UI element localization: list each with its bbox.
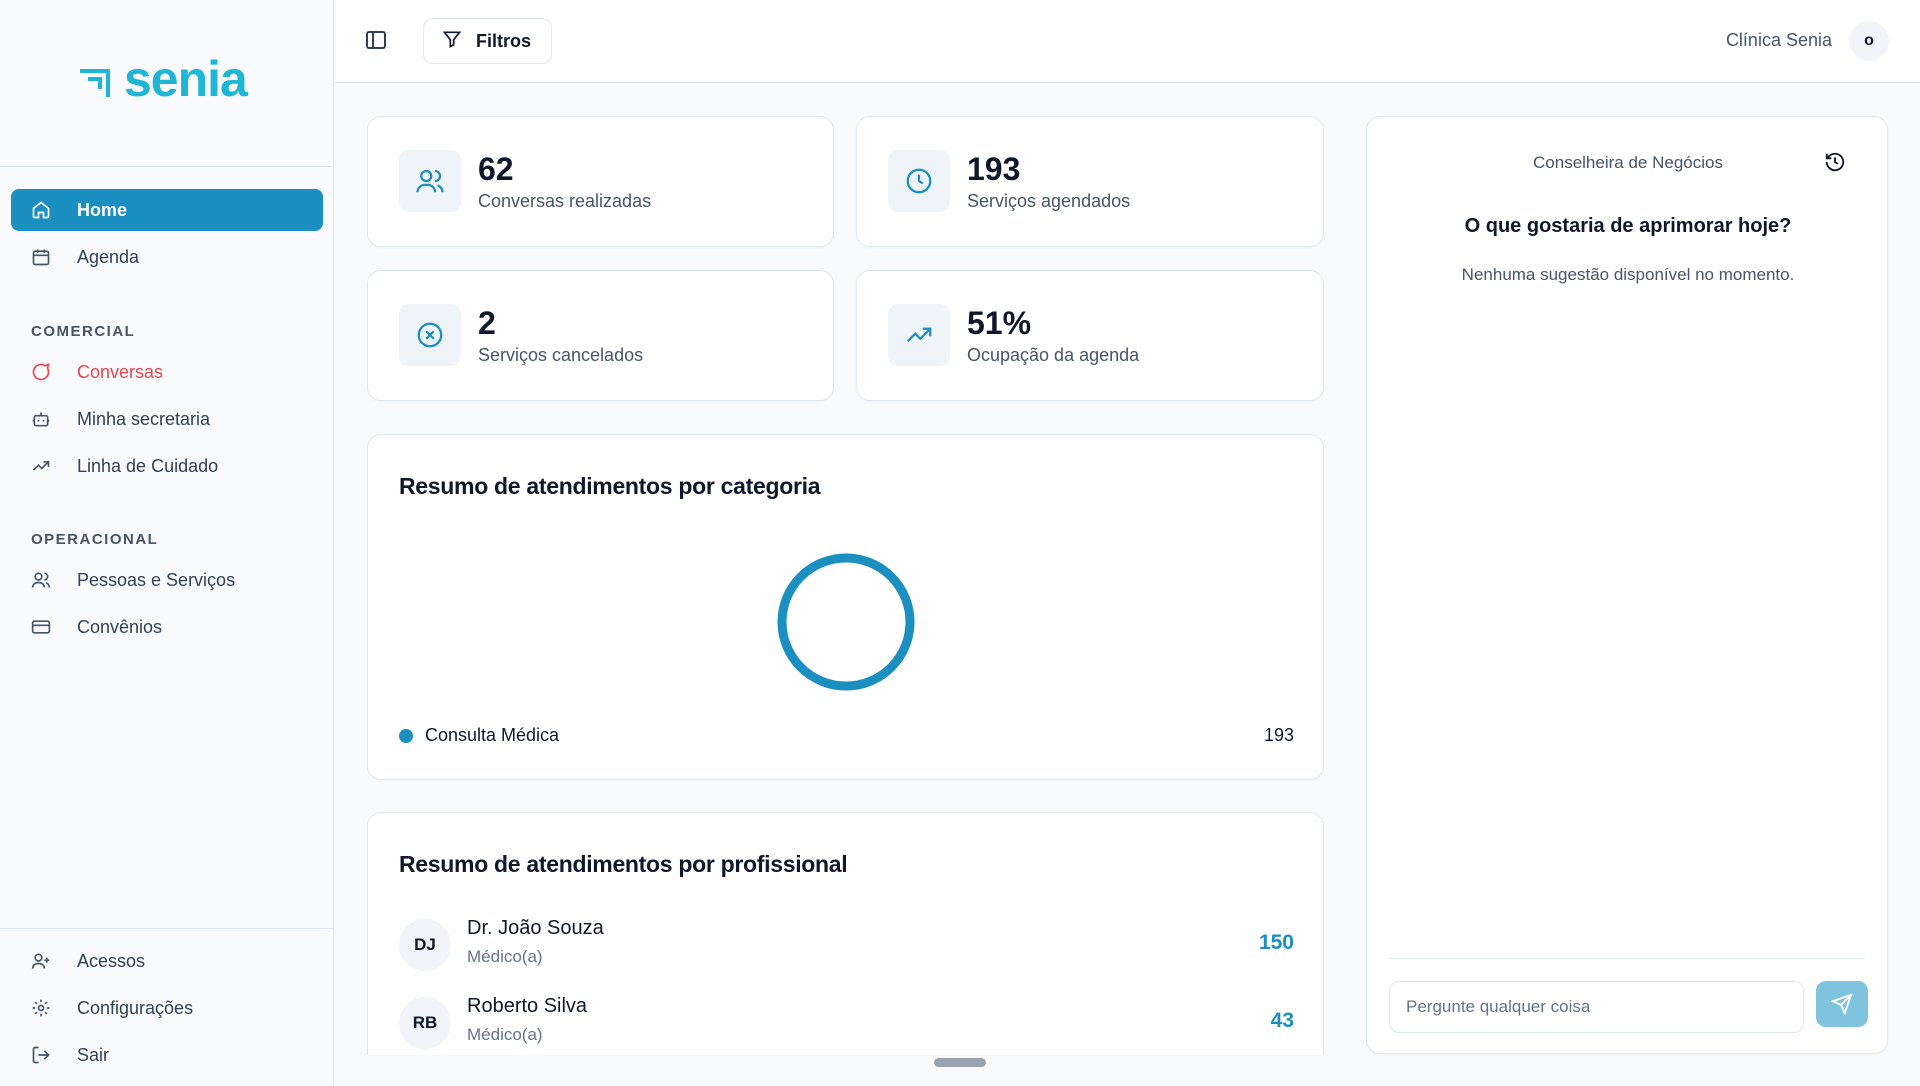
stat-card-conversas: 62 Conversas realizadas [367, 116, 834, 247]
advisor-title: Conselheira de Negócios [1533, 153, 1723, 172]
filter-icon [442, 29, 462, 54]
senia-logo[interactable]: senia [78, 50, 248, 108]
sidebar-item-label: Conversas [77, 361, 164, 382]
sidebar-item-label: Agenda [77, 246, 140, 267]
filters-button[interactable]: Filtros [423, 18, 552, 64]
scroll-fade [335, 1055, 1355, 1086]
gear-icon [31, 998, 51, 1018]
logout-icon [31, 1045, 51, 1065]
sidebar-item-linha-de-cuidado[interactable]: Linha de Cuidado [11, 445, 323, 487]
sidebar-item-label: Convênios [77, 616, 163, 637]
professional-summary-title: Resumo de atendimentos por profissional [399, 851, 848, 877]
avatar: DJ [399, 919, 451, 971]
user-avatar[interactable]: o [1849, 21, 1889, 61]
sidebar-item-label: Linha de Cuidado [77, 455, 219, 476]
sidebar-item-conversas[interactable]: Conversas [11, 351, 323, 393]
topbar: Filtros Clínica Senia o [334, 0, 1920, 83]
sidebar-item-minha-secretaria[interactable]: Minha secretaria [11, 398, 323, 440]
sidebar-item-label: Acessos [77, 950, 146, 971]
home-icon [31, 200, 51, 220]
bot-icon [31, 409, 51, 429]
professional-name: Roberto Silva [467, 995, 588, 1017]
send-button[interactable] [1816, 981, 1868, 1027]
sidebar-divider [0, 928, 334, 929]
category-donut-chart [777, 553, 915, 691]
clinic-name: Clínica Senia [1725, 30, 1832, 50]
sidebar-item-configuracoes[interactable]: Configurações [11, 987, 323, 1029]
users-icon [399, 150, 461, 212]
ask-input[interactable] [1389, 981, 1804, 1033]
stat-value: 2 [478, 305, 496, 341]
sidebar-item-pessoas-e-servicos[interactable]: Pessoas e Serviços [11, 559, 323, 601]
sidebar-item-label: Configurações [77, 997, 194, 1018]
history-icon[interactable] [1824, 151, 1846, 173]
professional-role: Médico(a) [467, 1025, 543, 1044]
user-plus-icon [31, 951, 51, 971]
stat-label: Serviços agendados [967, 191, 1131, 211]
stat-value: 51% [967, 305, 1032, 341]
users-icon [31, 570, 51, 590]
sidebar-item-acessos[interactable]: Acessos [11, 940, 323, 982]
sidebar-item-convenios[interactable]: Convênios [11, 606, 323, 648]
sidebar-item-home[interactable]: Home [11, 189, 323, 231]
table-row[interactable]: RB Roberto Silva Médico(a) 43 [399, 995, 1294, 1051]
stat-card-ocupacao: 51% Ocupação da agenda [856, 270, 1324, 401]
scroll-handle[interactable] [934, 1058, 986, 1067]
stat-label: Serviços cancelados [478, 345, 644, 365]
sidebar-item-label: Pessoas e Serviços [77, 569, 236, 590]
stat-label: Ocupação da agenda [967, 345, 1140, 365]
calendar-icon [31, 247, 51, 267]
professional-count: 43 [1270, 1009, 1294, 1032]
x-circle-icon [399, 304, 461, 366]
sidebar-item-sair[interactable]: Sair [11, 1034, 323, 1076]
advisor-question: O que gostaria de aprimorar hoje? [1464, 215, 1792, 237]
legend-dot [399, 728, 413, 743]
avatar: RB [399, 997, 451, 1049]
advisor-panel: Conselheira de Negócios O que gostaria d… [1366, 116, 1888, 1054]
sidebar-item-label: Sair [77, 1044, 110, 1065]
legend-value: 193 [1263, 725, 1294, 745]
stat-value: 62 [478, 151, 514, 187]
legend-label: Consulta Médica [425, 725, 560, 745]
category-summary-title: Resumo de atendimentos por categoria [399, 473, 821, 499]
sidebar-item-agenda[interactable]: Agenda [11, 236, 323, 278]
section-label-comercial: COMERCIAL [31, 323, 136, 340]
trend-icon [888, 304, 950, 366]
professional-count: 150 [1258, 931, 1294, 954]
advisor-empty-text: Nenhuma sugestão disponível no momento. [1461, 265, 1795, 284]
trend-icon [31, 456, 51, 476]
logo-mark-icon [80, 69, 110, 97]
section-label-operacional: OPERACIONAL [31, 531, 159, 548]
send-icon [1831, 993, 1853, 1015]
donut-slice-0 [777, 553, 915, 691]
table-row[interactable]: DJ Dr. João Souza Médico(a) 150 [399, 917, 1294, 973]
stat-value: 193 [967, 151, 1021, 187]
professional-summary-card: Resumo de atendimentos por profissional … [367, 812, 1324, 1086]
sidebar: senia Home Agenda COMERCIAL Conversas Mi… [0, 0, 334, 1086]
sidebar-item-label: Minha secretaria [77, 408, 211, 429]
professional-role: Médico(a) [467, 947, 543, 966]
sidebar-divider [0, 166, 334, 167]
stat-card-servicos-agendados: 193 Serviços agendados [856, 116, 1324, 247]
filters-label: Filtros [476, 30, 532, 51]
sidebar-toggle-icon[interactable] [364, 28, 388, 52]
card-icon [31, 617, 51, 637]
category-summary-card: Resumo de atendimentos por categoria Con… [367, 434, 1324, 780]
category-legend-item: Consulta Médica 193 [399, 725, 1294, 746]
stat-card-servicos-cancelados: 2 Serviços cancelados [367, 270, 834, 401]
logo-text: senia [124, 51, 248, 107]
chat-icon [31, 362, 51, 382]
clock-icon [888, 150, 950, 212]
professional-name: Dr. João Souza [467, 917, 604, 939]
sidebar-item-label: Home [77, 199, 128, 220]
advisor-divider [1389, 958, 1865, 959]
stat-label: Conversas realizadas [478, 191, 652, 211]
